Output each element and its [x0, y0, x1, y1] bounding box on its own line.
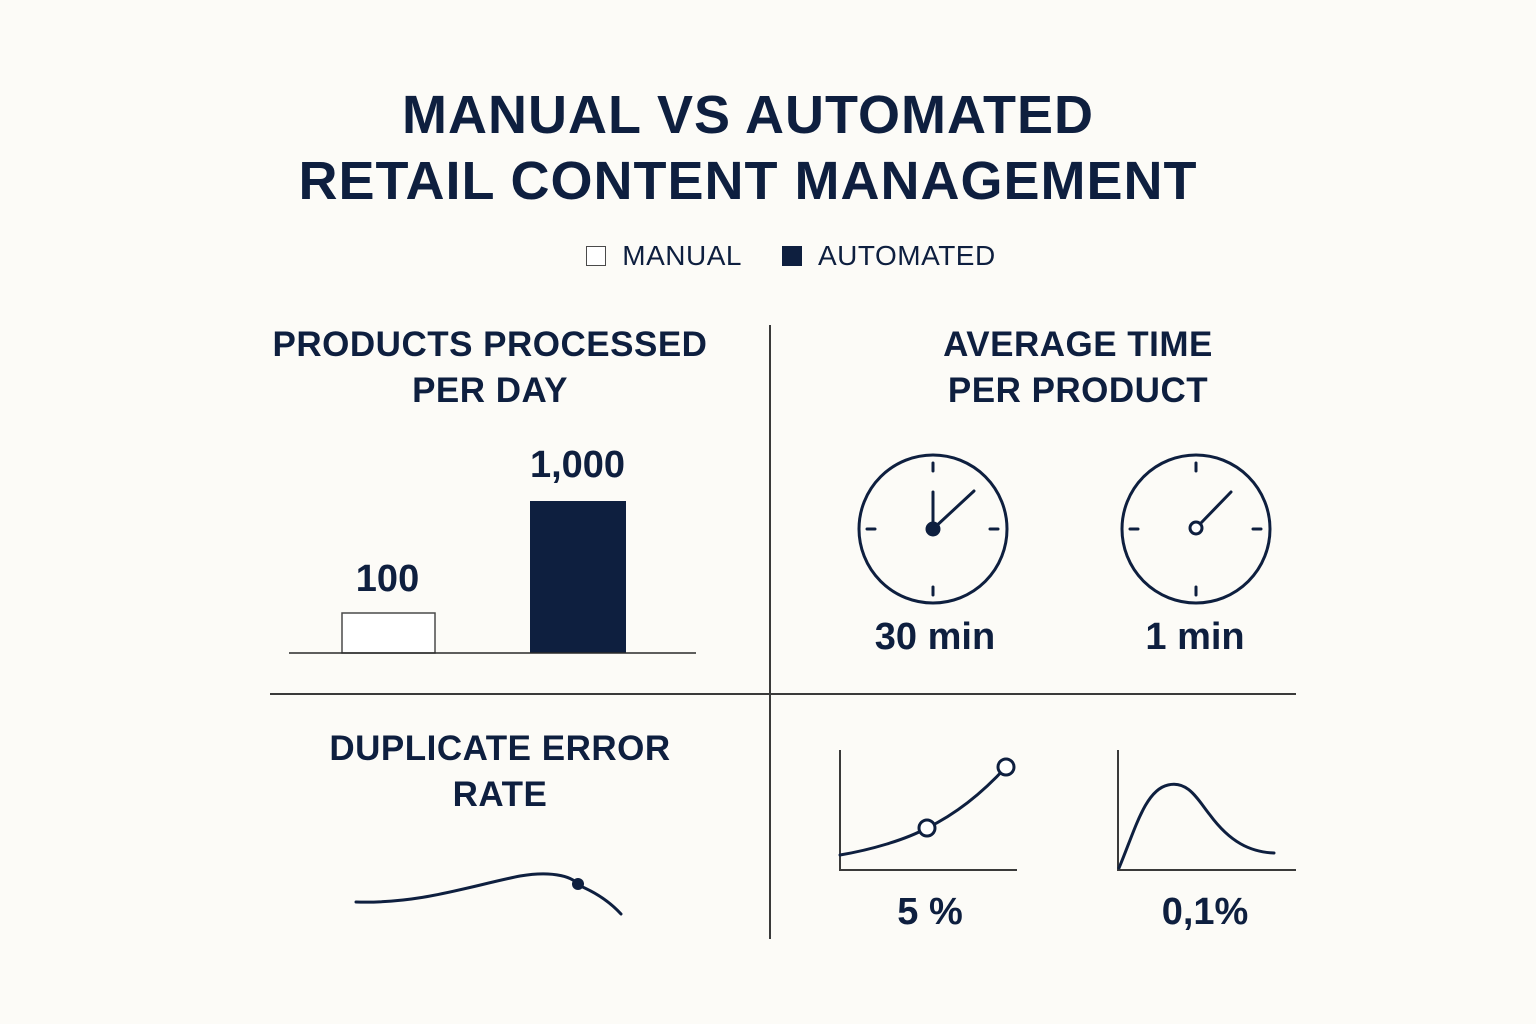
automated-error-value: 0,1%: [1161, 891, 1249, 933]
legend-item-automated: AUTOMATED: [782, 240, 996, 272]
legend-label-manual: MANUAL: [622, 240, 742, 271]
legend: MANUAL AUTOMATED: [0, 240, 1536, 272]
manual-time-value: 30 min: [874, 616, 996, 658]
manual-error-value: 5 %: [897, 891, 963, 933]
time-title-line-2: PER PRODUCT: [947, 371, 1209, 410]
manual-swatch-icon: [586, 246, 607, 266]
title-line-2: RETAIL CONTENT MANAGEMENT: [298, 151, 1198, 211]
clock-icon: [1120, 453, 1272, 605]
time-panel-title: AVERAGE TIME PER PRODUCT: [858, 322, 1298, 414]
title-line-1: MANUAL VS AUTOMATED: [402, 85, 1094, 145]
automated-time-value: 1 min: [1145, 616, 1245, 658]
manual-products-value: 100: [355, 558, 420, 600]
products-title-line-1: PRODUCTS PROCESSED: [272, 325, 708, 364]
time-title-line-1: AVERAGE TIME: [943, 325, 1213, 364]
automated-products-value: 1,000: [529, 444, 626, 486]
rising-curve-icon: [838, 750, 1017, 871]
page-title: MANUAL VS AUTOMATED RETAIL CONTENT MANAG…: [0, 82, 1496, 214]
errors-title-line-1: DUPLICATE ERROR: [329, 729, 671, 768]
products-panel-title: PRODUCTS PROCESSED PER DAY: [230, 322, 750, 414]
errors-panel-title: DUPLICATE ERROR RATE: [280, 726, 720, 818]
products-title-line-2: PER DAY: [412, 371, 568, 410]
automated-bar: [530, 501, 626, 653]
legend-item-manual: MANUAL: [586, 240, 742, 272]
errors-title-line-2: RATE: [452, 775, 548, 814]
vertical-divider: [769, 325, 771, 939]
horizontal-divider: [270, 693, 1296, 695]
clock-icon: [857, 453, 1009, 605]
bell-curve-icon: [1117, 750, 1296, 871]
wave-line-icon: [354, 872, 623, 916]
automated-swatch-icon: [782, 246, 802, 266]
legend-label-automated: AUTOMATED: [818, 240, 996, 271]
